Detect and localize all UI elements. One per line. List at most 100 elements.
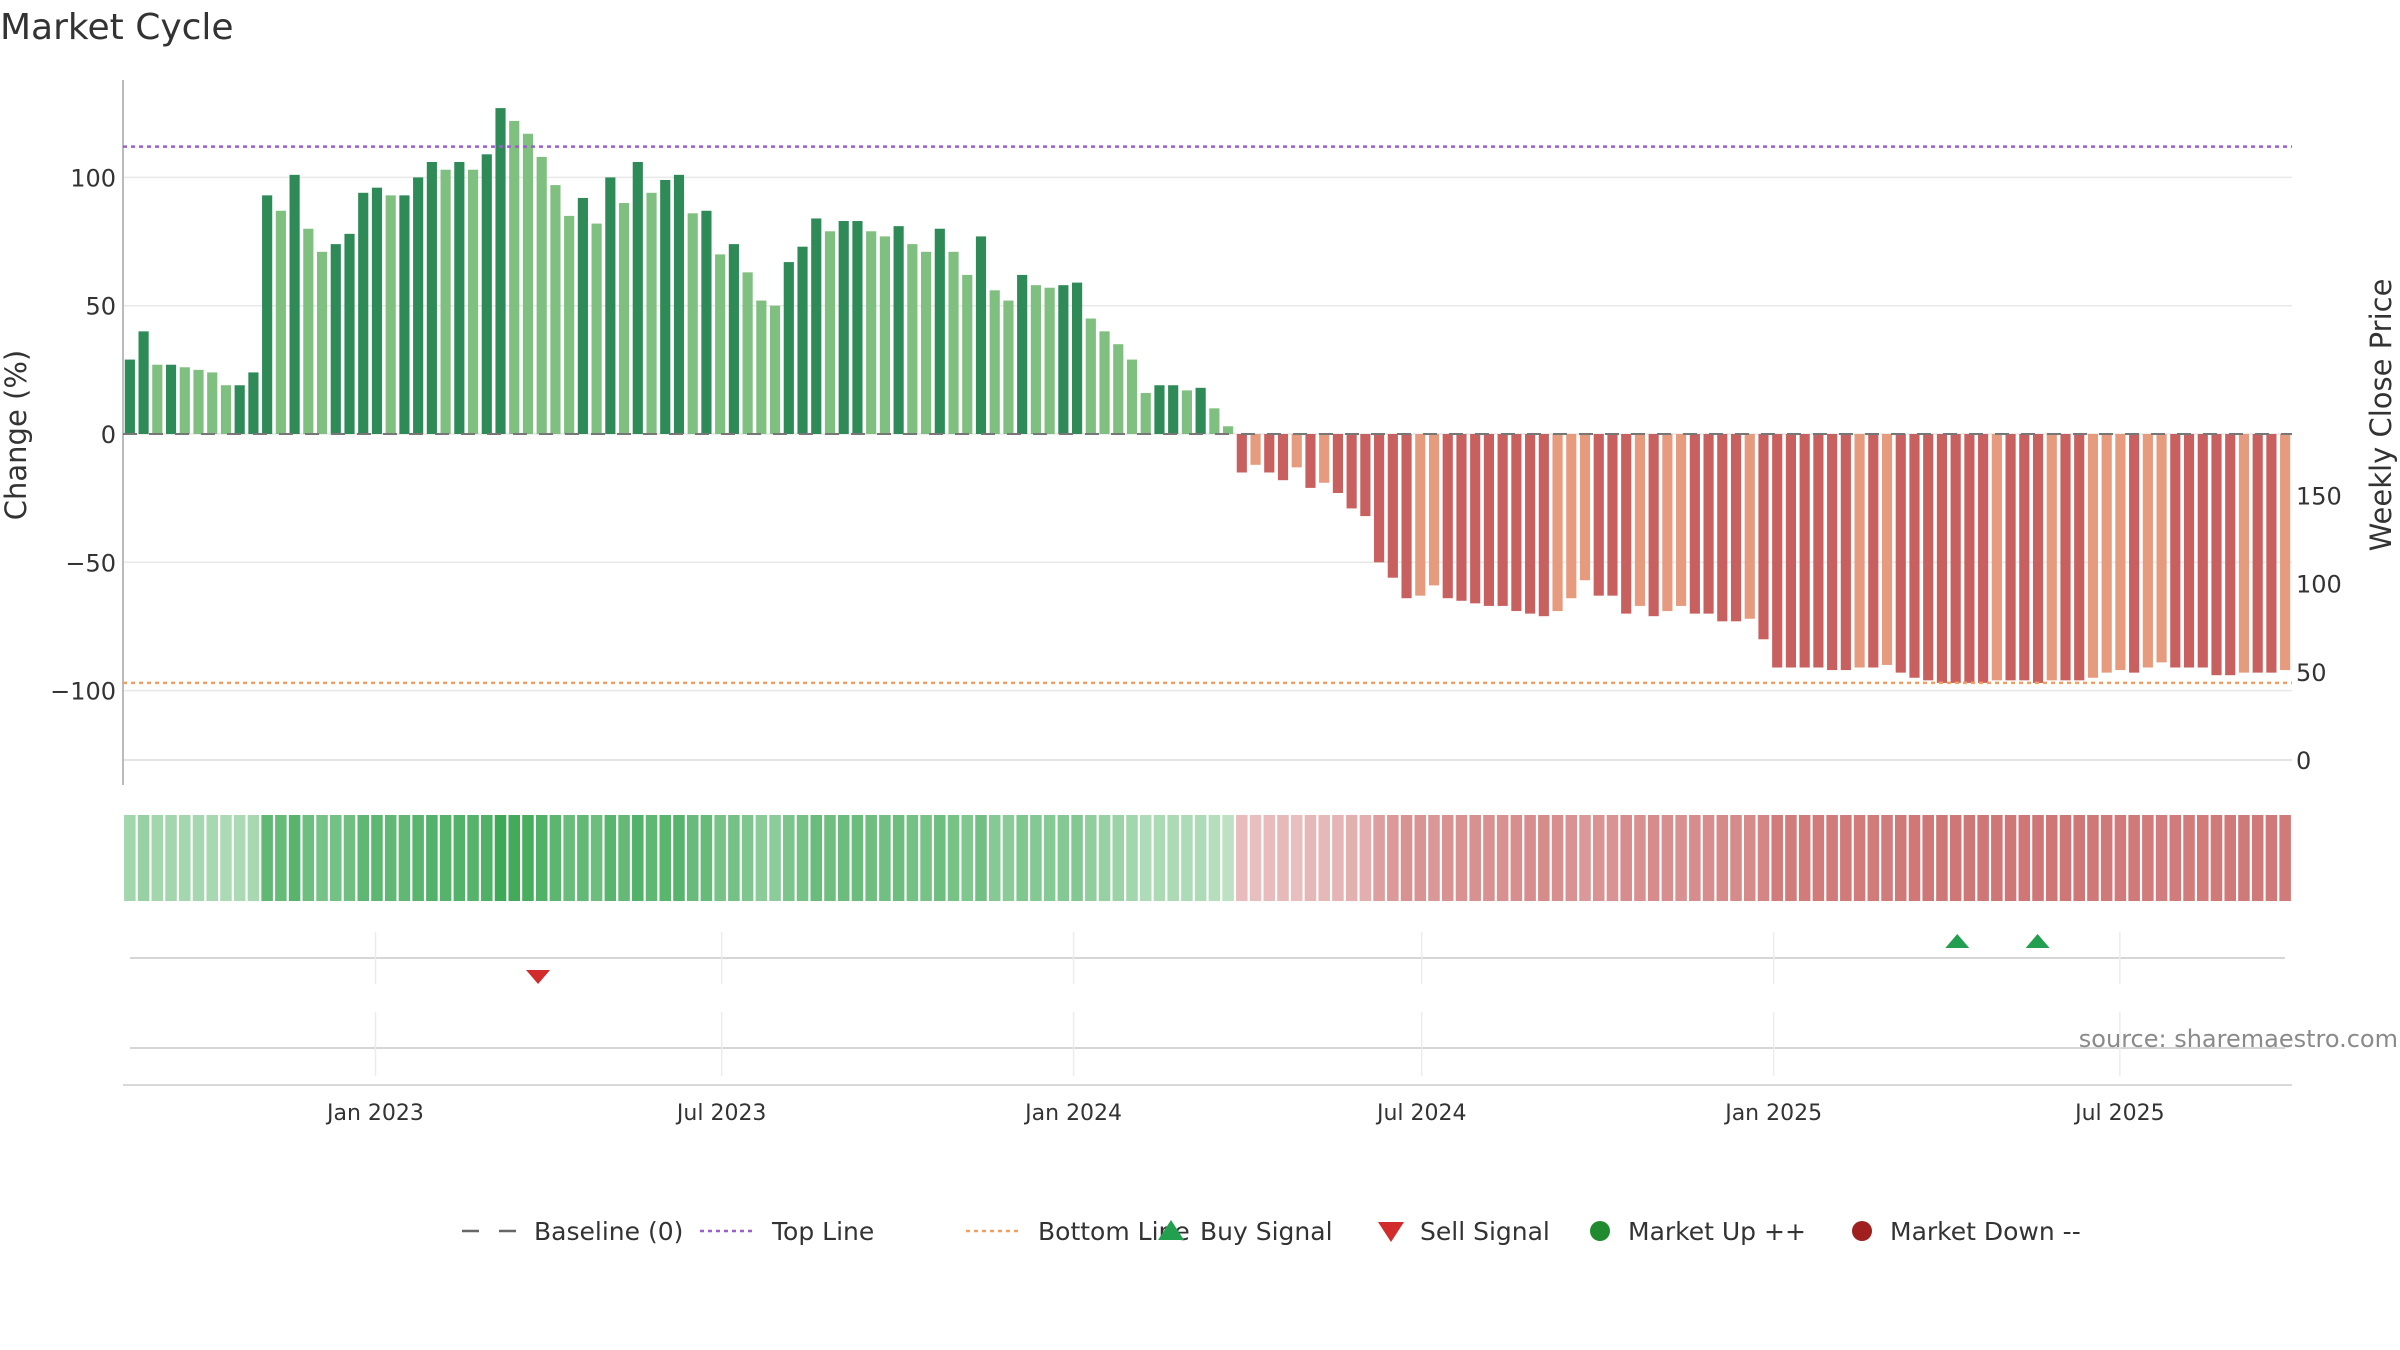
heat-strip-cell — [2238, 815, 2250, 901]
heat-strip-cell — [1620, 815, 1632, 901]
heat-strip-cell — [1853, 815, 1866, 901]
heat-strip-cell — [439, 815, 452, 901]
change-bar — [1044, 287, 1055, 434]
heat-strip-cell — [1483, 815, 1495, 901]
change-bar — [1415, 434, 1426, 596]
heat-strip-cell — [1373, 815, 1385, 901]
heat-strip-cell — [1894, 815, 1907, 901]
change-bar — [1854, 434, 1865, 668]
source-attribution: source: sharemaestro.com — [2079, 1025, 2398, 1053]
legend-label: Buy Signal — [1200, 1217, 1333, 1246]
change-bar — [1195, 387, 1206, 434]
change-bar — [756, 300, 767, 434]
change-bar — [2074, 434, 2085, 681]
change-bar — [1730, 434, 1742, 622]
heat-strip-cell — [604, 815, 617, 901]
change-bar — [1483, 434, 1495, 606]
heat-strip-cell — [261, 815, 273, 901]
heat-strip-cell — [645, 815, 658, 901]
change-bar — [1126, 359, 1138, 434]
heat-strip-cell — [632, 815, 644, 901]
heat-strip-cell — [741, 815, 754, 901]
legend-item: Sell Signal — [1378, 1217, 1550, 1246]
heat-strip-cell — [2059, 815, 2072, 901]
heat-strip-cell — [2004, 815, 2017, 901]
heat-strip-cell — [590, 815, 603, 901]
heat-strip-cell — [1181, 815, 1193, 901]
heat-strip-cell — [2251, 815, 2264, 901]
heat-strip-cell — [343, 815, 356, 901]
change-bar — [852, 221, 863, 434]
change-bar — [481, 154, 492, 434]
change-bar — [165, 364, 177, 434]
legend-buy-triangle — [1158, 1220, 1184, 1240]
heat-strip-cell — [426, 815, 438, 901]
heat-strip-cell — [1963, 815, 1976, 901]
right-y-axis-ticks: 150 100 50 0 — [2296, 482, 2342, 775]
y-tick-label-left: −100 — [50, 678, 116, 706]
change-bar — [1579, 434, 1591, 581]
heat-strip-cell — [1881, 815, 1893, 901]
heat-strip-cell — [796, 815, 809, 901]
heat-strip-cell — [151, 815, 164, 901]
heat-strip-cell — [1538, 815, 1550, 901]
change-bar — [934, 228, 945, 434]
change-bar — [1552, 434, 1563, 612]
heat-strip-cell — [330, 815, 342, 901]
change-bar — [893, 226, 904, 434]
heat-strip-cell — [700, 815, 713, 901]
heat-strip-cell — [1908, 815, 1921, 901]
legend-sell-triangle — [1378, 1222, 1404, 1242]
heat-strip-cell — [2032, 815, 2044, 901]
change-bar — [440, 169, 451, 434]
change-bar — [1936, 434, 1948, 683]
heat-strip-cell — [508, 815, 521, 901]
change-bar — [1470, 434, 1481, 604]
heat-strip-cell — [1689, 815, 1701, 901]
legend-item: Bottom Line — [966, 1217, 1190, 1246]
buy-signal-marker — [1945, 934, 1970, 948]
change-bar — [2238, 434, 2250, 673]
x-tick-label: Jan 2025 — [1723, 1101, 1822, 1126]
change-bar — [824, 231, 836, 434]
change-bar — [1881, 434, 1893, 665]
change-bar — [646, 192, 657, 434]
change-bar — [1744, 434, 1755, 619]
change-bar — [1387, 434, 1398, 578]
change-bar — [1346, 434, 1357, 509]
heat-strip-cell — [1743, 815, 1756, 901]
change-bar — [1442, 434, 1453, 599]
change-bar — [152, 364, 163, 434]
change-bar — [1964, 434, 1975, 683]
heat-strip-cell — [2279, 815, 2291, 901]
heat-strip-cell — [673, 815, 685, 901]
heat-strip-cell — [2073, 815, 2085, 901]
change-bar — [248, 372, 259, 434]
heat-strip-cell — [755, 815, 768, 901]
change-bar — [2252, 434, 2263, 673]
change-bar — [1511, 434, 1522, 612]
change-bar — [1030, 285, 1041, 434]
heat-strip-cell — [357, 815, 370, 901]
heat-strip-cell — [2087, 815, 2099, 901]
change-bar — [303, 228, 314, 434]
heat-strip-cell — [1991, 815, 2003, 901]
y-tick-label-right: 150 — [2296, 482, 2342, 510]
reference-lines — [123, 145, 2292, 685]
heat-strip-cell — [1345, 815, 1358, 901]
change-bar — [907, 244, 918, 434]
heat-strip-cell — [1661, 815, 1674, 901]
heat-strip-cell — [1647, 815, 1660, 901]
change-bar — [2060, 434, 2071, 681]
heat-strip-cell — [1318, 815, 1330, 901]
heat-strip-cell — [810, 815, 823, 901]
x-tick-label: Jan 2024 — [1023, 1101, 1122, 1126]
heat-strip-cell — [1455, 815, 1468, 901]
change-bar — [2225, 434, 2236, 676]
change-bar — [1456, 434, 1467, 601]
change-bar — [138, 331, 149, 434]
heat-strip-cell — [686, 815, 699, 901]
change-bar — [1113, 344, 1124, 434]
change-bar — [2005, 434, 2016, 681]
heat-strip-cell — [769, 815, 781, 901]
